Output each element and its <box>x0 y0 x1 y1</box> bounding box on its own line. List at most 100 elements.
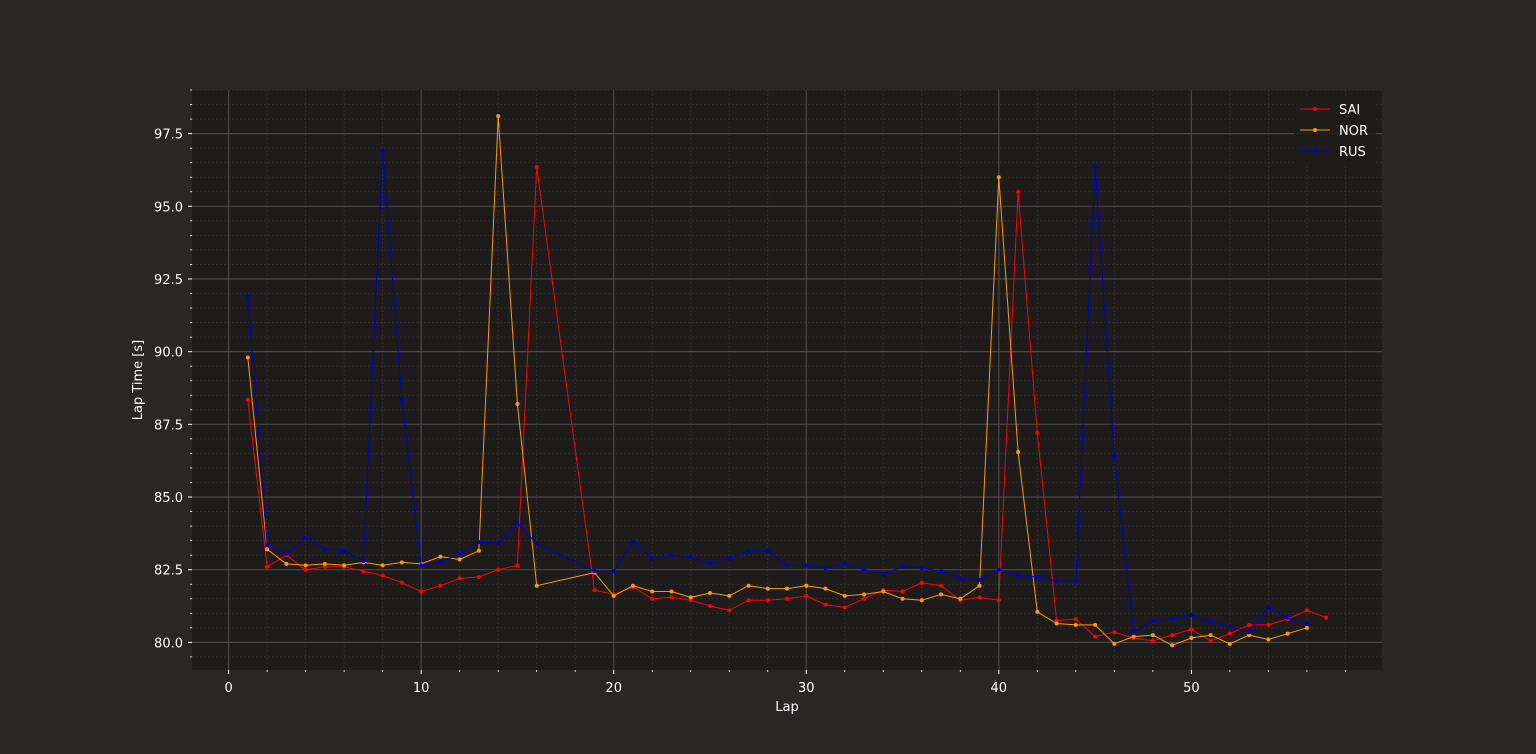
data-point-nor <box>1266 637 1271 642</box>
data-point-nor <box>919 598 924 603</box>
data-point-sai <box>534 165 539 170</box>
y-tick-label: 95.0 <box>154 200 183 215</box>
data-point-nor <box>1093 622 1098 627</box>
data-point-rus <box>958 576 963 581</box>
legend: SAI NOR RUS <box>1294 98 1376 164</box>
data-point-rus <box>1208 620 1213 625</box>
plot-area <box>192 90 1382 670</box>
data-point-nor <box>496 114 501 119</box>
data-point-rus <box>977 577 982 582</box>
legend-label-nor: NOR <box>1339 124 1368 139</box>
data-point-nor <box>688 595 693 600</box>
data-point-sai <box>496 567 501 572</box>
data-point-rus <box>1035 574 1040 579</box>
y-tick-label: 82.5 <box>154 564 183 579</box>
data-point-rus <box>1247 630 1252 635</box>
data-point-sai <box>1227 631 1232 636</box>
data-point-nor <box>823 586 828 591</box>
data-point-nor <box>669 589 674 594</box>
data-point-nor <box>765 586 770 591</box>
data-point-sai <box>1150 638 1155 643</box>
data-point-sai <box>650 596 655 601</box>
data-point-nor <box>1247 633 1252 638</box>
data-point-rus <box>1093 165 1098 170</box>
data-point-sai <box>842 605 847 610</box>
data-point-nor <box>707 590 712 595</box>
data-point-sai <box>669 595 674 600</box>
data-point-sai <box>1035 431 1040 436</box>
data-point-rus <box>611 569 616 574</box>
data-point-rus <box>303 535 308 540</box>
y-tick-label: 97.5 <box>154 128 183 143</box>
data-point-nor <box>303 563 308 568</box>
data-point-rus <box>592 569 597 574</box>
data-point-nor <box>515 401 520 406</box>
data-point-rus <box>342 548 347 553</box>
data-point-rus <box>380 149 385 154</box>
data-point-nor <box>842 593 847 598</box>
data-point-nor <box>1054 621 1059 626</box>
data-point-rus <box>265 542 270 547</box>
data-point-sai <box>939 583 944 588</box>
data-point-sai <box>727 608 732 613</box>
data-point-sai <box>1324 615 1329 620</box>
data-point-sai <box>438 583 443 588</box>
data-point-sai <box>996 598 1001 603</box>
x-tick-label: 0 <box>224 681 232 696</box>
data-point-rus <box>457 551 462 556</box>
data-point-sai <box>1170 633 1175 638</box>
data-point-sai <box>823 602 828 607</box>
data-point-nor <box>438 554 443 559</box>
data-point-nor <box>785 586 789 591</box>
data-point-sai <box>785 596 789 601</box>
data-point-sai <box>862 596 867 601</box>
data-point-nor <box>1131 634 1136 639</box>
data-point-nor <box>958 596 963 601</box>
series-line-nor <box>247 116 1308 646</box>
x-tick-label: 50 <box>1183 681 1200 696</box>
series-rus <box>245 149 1309 635</box>
data-point-nor <box>1227 641 1232 646</box>
data-point-nor <box>1112 641 1117 646</box>
data-point-sai <box>322 564 327 569</box>
data-point-nor <box>939 592 944 597</box>
data-point-nor <box>900 596 905 601</box>
legend-entry-nor: NOR <box>1300 124 1368 139</box>
data-point-nor <box>476 548 481 553</box>
data-point-sai <box>688 598 693 603</box>
data-point-nor <box>380 563 385 568</box>
data-point-rus <box>919 566 924 571</box>
data-point-rus <box>996 567 1001 572</box>
data-point-rus <box>1170 617 1175 622</box>
data-point-rus <box>842 561 847 566</box>
legend-entry-rus: RUS <box>1300 145 1366 160</box>
data-point-nor <box>862 592 867 597</box>
data-point-rus <box>669 553 674 558</box>
legend-label-sai: SAI <box>1339 103 1360 118</box>
data-point-sai <box>1266 622 1271 627</box>
data-point-nor <box>1189 636 1194 641</box>
legend-label-rus: RUS <box>1339 145 1366 160</box>
data-point-nor <box>1035 609 1040 614</box>
y-tick-label: 92.5 <box>154 273 183 288</box>
data-point-nor <box>611 593 616 598</box>
data-point-nor <box>245 355 250 360</box>
data-point-nor <box>746 583 751 588</box>
data-point-rus <box>823 566 828 571</box>
data-point-rus <box>534 541 539 546</box>
data-point-rus <box>804 563 809 568</box>
data-point-sai <box>900 589 905 594</box>
data-point-sai <box>265 564 270 569</box>
data-point-sai <box>977 595 982 600</box>
data-point-sai <box>303 567 308 572</box>
data-point-rus <box>785 563 789 568</box>
data-point-nor <box>265 547 270 552</box>
data-point-rus <box>1227 624 1232 629</box>
x-tick-label: 20 <box>605 681 622 696</box>
legend-marker-sai <box>1313 107 1317 111</box>
data-point-sai <box>515 563 520 568</box>
data-point-sai <box>1016 189 1021 194</box>
data-point-nor <box>804 583 809 588</box>
y-tick-label: 85.0 <box>154 491 183 506</box>
minor-grid <box>192 89 1382 670</box>
